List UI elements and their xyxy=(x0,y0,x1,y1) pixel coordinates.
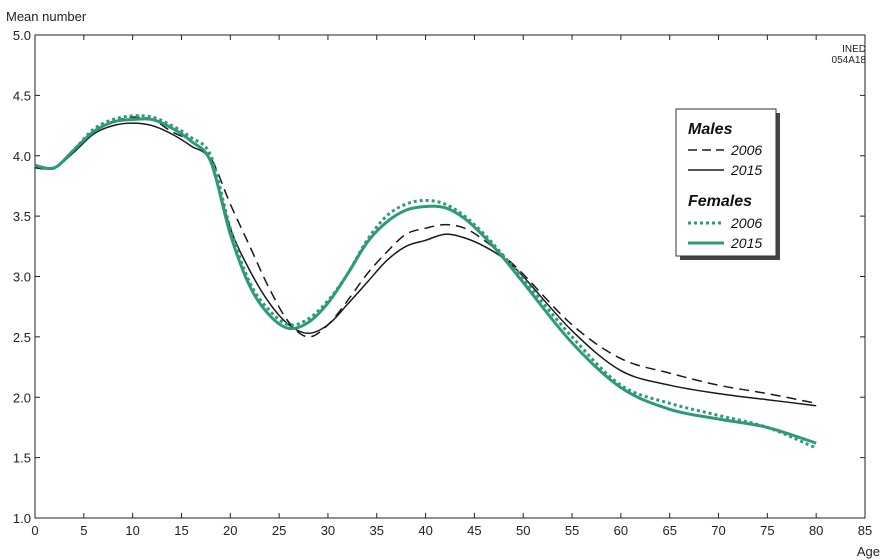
y-tick-label: 3.0 xyxy=(13,270,31,285)
x-tick-label: 5 xyxy=(80,523,87,538)
x-tick-label: 25 xyxy=(272,523,286,538)
y-tick-label: 5.0 xyxy=(13,28,31,43)
legend-heading-males: Males xyxy=(688,121,733,138)
axis-ticks: 0 5 10 15 20 25 30 35 40 45 50 55 60 65 70 75 80 85 1.0 1.5… xyxy=(13,28,872,538)
legend-box xyxy=(675,108,777,257)
y-tick-label: 1.0 xyxy=(13,511,31,526)
credit-line-1: INED xyxy=(842,44,866,55)
x-tick-label: 10 xyxy=(125,523,139,538)
y-tick-label: 4.5 xyxy=(13,88,31,103)
x-tick-label: 35 xyxy=(370,523,384,538)
plot-frame xyxy=(34,34,866,519)
legend-label-males-2006: 2006 xyxy=(730,142,762,158)
x-tick-label: 80 xyxy=(809,523,823,538)
series-line-females-2015 xyxy=(34,117,817,445)
x-tick-label: 0 xyxy=(31,523,38,538)
legend-heading-females: Females xyxy=(688,193,752,210)
y-axis-title: Mean number xyxy=(6,9,87,24)
series-lines xyxy=(34,114,817,450)
x-tick-label: 75 xyxy=(760,523,774,538)
y-tick-label: 3.5 xyxy=(13,209,31,224)
x-tick-label: 55 xyxy=(565,523,579,538)
legend-label-males-2015: 2015 xyxy=(730,162,762,178)
x-tick-label: 15 xyxy=(174,523,188,538)
x-tick-label: 50 xyxy=(516,523,530,538)
x-tick-label: 60 xyxy=(614,523,628,538)
legend-label-females-2006: 2006 xyxy=(730,215,762,231)
series-line-males-2006 xyxy=(34,116,817,405)
x-axis-title: Age xyxy=(857,544,880,559)
y-tick-label: 1.5 xyxy=(13,451,31,466)
x-tick-label: 20 xyxy=(223,523,237,538)
legend: Males 2006 2015 Females 2006 2015 xyxy=(675,108,780,260)
x-tick-label: 65 xyxy=(662,523,676,538)
y-tick-label: 4.0 xyxy=(13,149,31,164)
legend-label-females-2015: 2015 xyxy=(730,235,762,251)
x-tick-label: 45 xyxy=(467,523,481,538)
x-tick-label: 85 xyxy=(858,523,872,538)
series-line-males-2015 xyxy=(34,122,817,407)
x-tick-label: 30 xyxy=(321,523,335,538)
y-tick-label: 2.0 xyxy=(13,390,31,405)
y-tick-label: 2.5 xyxy=(13,330,31,345)
x-tick-label: 70 xyxy=(711,523,725,538)
x-tick-label: 40 xyxy=(418,523,432,538)
credit-line-2: 054A18 xyxy=(832,55,867,66)
